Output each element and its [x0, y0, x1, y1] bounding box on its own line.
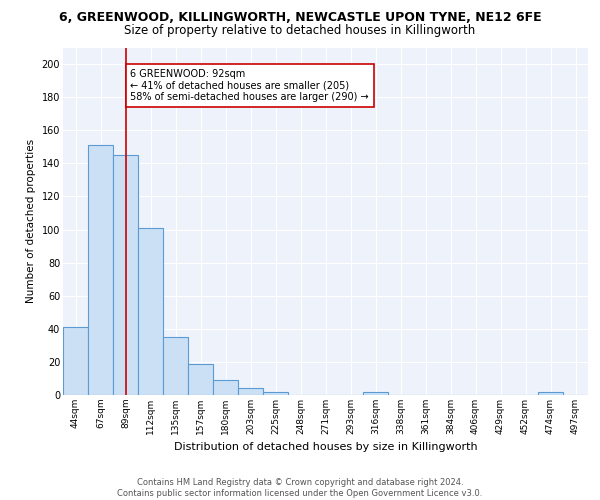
- Bar: [163, 337, 188, 395]
- Bar: [113, 155, 138, 395]
- Text: Size of property relative to detached houses in Killingworth: Size of property relative to detached ho…: [124, 24, 476, 37]
- Text: Contains HM Land Registry data © Crown copyright and database right 2024.
Contai: Contains HM Land Registry data © Crown c…: [118, 478, 482, 498]
- Text: 6, GREENWOOD, KILLINGWORTH, NEWCASTLE UPON TYNE, NE12 6FE: 6, GREENWOOD, KILLINGWORTH, NEWCASTLE UP…: [59, 11, 541, 24]
- X-axis label: Distribution of detached houses by size in Killingworth: Distribution of detached houses by size …: [173, 442, 478, 452]
- Bar: [88, 145, 113, 395]
- Y-axis label: Number of detached properties: Number of detached properties: [26, 139, 36, 304]
- Bar: [63, 327, 88, 395]
- Bar: [238, 388, 263, 395]
- Bar: [363, 392, 388, 395]
- Bar: [138, 228, 163, 395]
- Bar: [213, 380, 238, 395]
- Bar: [188, 364, 213, 395]
- Bar: [263, 392, 288, 395]
- Bar: [538, 392, 563, 395]
- Text: 6 GREENWOOD: 92sqm
← 41% of detached houses are smaller (205)
58% of semi-detach: 6 GREENWOOD: 92sqm ← 41% of detached hou…: [131, 69, 369, 102]
